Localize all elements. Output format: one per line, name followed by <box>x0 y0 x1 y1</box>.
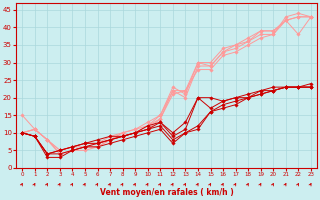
X-axis label: Vent moyen/en rafales ( km/h ): Vent moyen/en rafales ( km/h ) <box>100 188 234 197</box>
